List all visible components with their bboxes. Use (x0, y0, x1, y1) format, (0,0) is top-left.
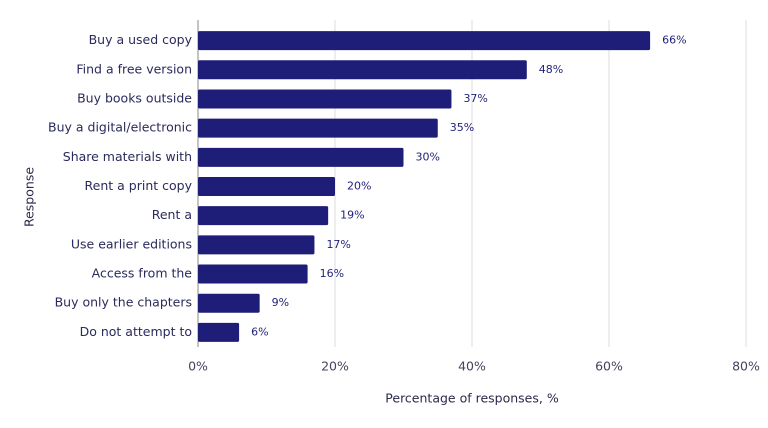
x-tick-label: 0% (188, 359, 208, 374)
bar (198, 293, 260, 313)
x-axis-title: Percentage of responses, % (385, 391, 559, 406)
value-label: 37% (463, 92, 487, 105)
bar (198, 177, 335, 196)
category-label: Buy a digital/electronic (48, 120, 192, 135)
value-label: 20% (347, 180, 371, 193)
category-label: Buy only the chapters (55, 295, 192, 310)
category-label: Rent a (152, 207, 192, 222)
category-label: Buy a used copy (89, 32, 193, 47)
bar (198, 31, 651, 51)
value-label: 16% (320, 267, 344, 280)
bar (198, 118, 438, 138)
category-label: Access from the (92, 266, 193, 281)
category-label: Find a free version (76, 61, 192, 76)
value-label: 9% (272, 296, 289, 309)
bar (198, 147, 404, 167)
bar (198, 206, 329, 226)
value-label: 17% (326, 238, 350, 251)
value-label: 35% (450, 121, 474, 134)
value-label: 66% (662, 34, 686, 47)
bar (198, 322, 240, 342)
category-label: Use earlier editions (71, 236, 192, 251)
category-label: Do not attempt to (80, 324, 192, 339)
value-label: 30% (416, 150, 440, 163)
x-tick-label: 60% (595, 359, 623, 374)
category-label: Buy books outside (77, 90, 192, 105)
category-label: Share materials with (63, 149, 192, 164)
value-label: 6% (251, 325, 268, 338)
x-tick-label: 20% (321, 359, 349, 374)
bar (198, 89, 452, 109)
category-label: Rent a print copy (85, 178, 193, 193)
bar (198, 60, 527, 80)
value-label: 48% (539, 63, 563, 76)
value-label: 19% (340, 209, 364, 222)
y-axis-title: Response (22, 167, 37, 227)
x-tick-label: 40% (458, 359, 486, 374)
x-tick-label: 80% (732, 359, 760, 374)
bar (198, 264, 308, 284)
bar (198, 235, 315, 255)
